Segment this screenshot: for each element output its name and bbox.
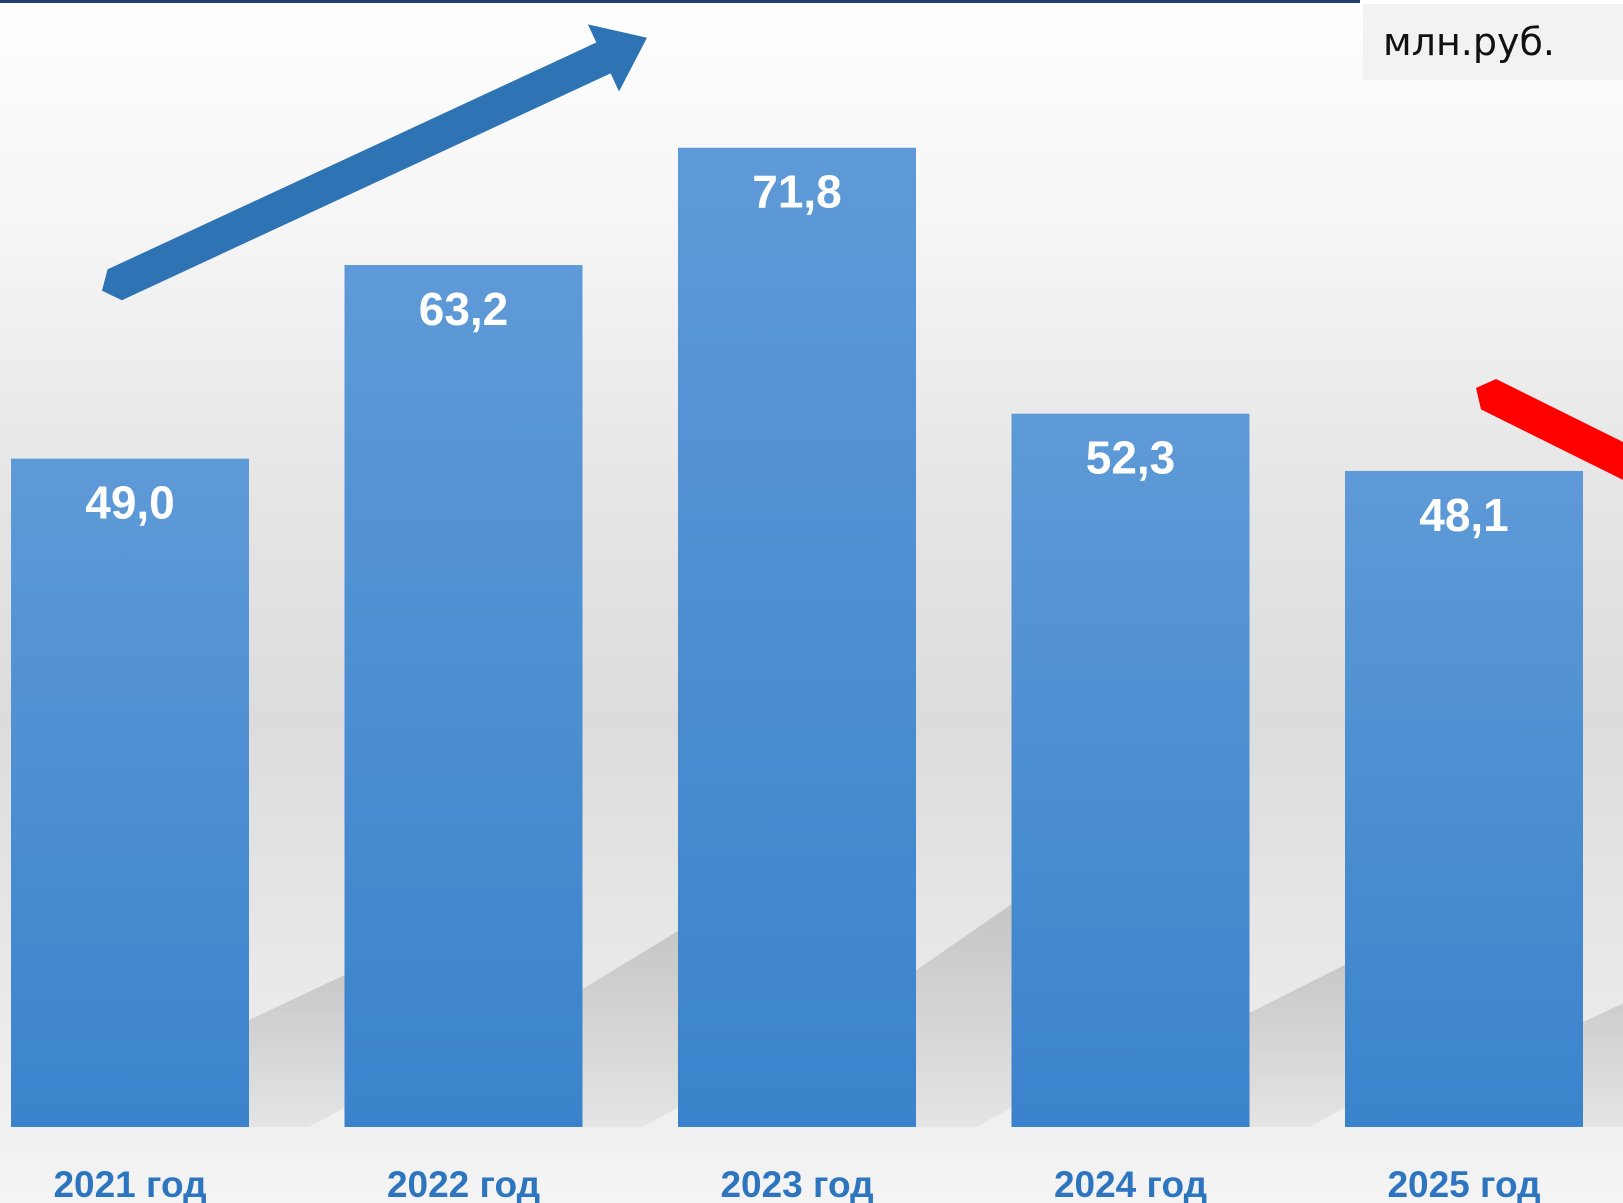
bars — [11, 148, 1583, 1127]
value-label: 63,2 — [419, 283, 509, 335]
bar-2024 — [1012, 414, 1250, 1127]
bar-2025 — [1345, 471, 1583, 1127]
bar-2021 — [11, 459, 249, 1127]
category-label: 2022 год — [387, 1164, 540, 1203]
bar-2023 — [678, 148, 916, 1127]
value-label: 48,1 — [1419, 489, 1509, 541]
bar-2022 — [345, 265, 583, 1127]
value-label: 52,3 — [1086, 432, 1176, 484]
category-label: 2025 год — [1387, 1164, 1540, 1203]
value-label: 71,8 — [752, 166, 842, 218]
trend-arrow-up — [102, 24, 647, 300]
category-label: 2024 год — [1054, 1164, 1207, 1203]
value-label: 49,0 — [85, 477, 175, 529]
category-label: 2021 год — [53, 1164, 206, 1203]
category-label: 2023 год — [720, 1164, 873, 1203]
bar-shadow — [1583, 943, 1623, 1127]
category-labels: 2021 год 2022 год 2023 год 2024 год 2025 год — [53, 1164, 1540, 1203]
